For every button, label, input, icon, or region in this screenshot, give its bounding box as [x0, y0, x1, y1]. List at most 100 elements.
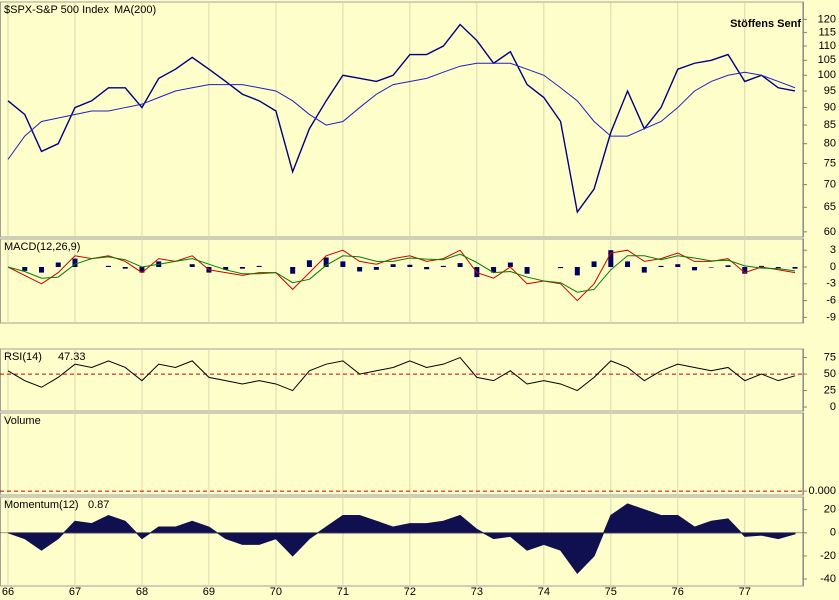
y-tick-label: 60 [824, 226, 836, 238]
panel [0, 238, 804, 324]
rsi-line [7, 356, 796, 392]
y-tick-label: 75 [824, 351, 836, 363]
y-tick-label: 0 [830, 527, 836, 539]
x-tick-label: 72 [404, 586, 416, 598]
histogram-bar [775, 267, 781, 269]
y-tick-label: 3 [830, 244, 836, 256]
histogram-bar [357, 267, 363, 272]
histogram-bar [641, 267, 647, 273]
momentum-area [7, 503, 796, 575]
histogram-bar [591, 261, 597, 267]
y-tick-label: 110 [818, 40, 836, 52]
histogram-bar [139, 267, 145, 273]
y-tick-label: 0 [830, 401, 836, 413]
histogram-bar [373, 267, 379, 270]
y-tick-label: -9 [826, 311, 836, 323]
panel [0, 348, 804, 412]
y-tick-label: 85 [824, 119, 836, 131]
histogram-bar [424, 267, 430, 270]
x-tick-label: 66 [2, 586, 14, 598]
y-tick-label: -20 [820, 550, 836, 562]
x-tick-label: 68 [136, 586, 148, 598]
histogram-bar [558, 267, 564, 269]
histogram-bar [725, 265, 731, 267]
x-tick-label: 74 [538, 586, 550, 598]
y-tick-label: 65 [824, 201, 836, 213]
panel-title: Volume [4, 415, 41, 427]
x-tick-label: 67 [69, 586, 81, 598]
legend-entry: MA(200) [114, 4, 156, 16]
macd-line [7, 249, 796, 302]
watermark: Stöffens Senf [730, 18, 801, 30]
y-tick-label: 50 [824, 368, 836, 380]
histogram-bar [675, 264, 681, 267]
panel [0, 412, 804, 496]
histogram-bar [507, 262, 513, 267]
histogram-bar [440, 265, 446, 267]
legend-entry: $SPX-S&P 500 Index [4, 4, 109, 16]
histogram-bar [239, 267, 245, 269]
histogram-bar [105, 265, 111, 267]
histogram-bar [742, 267, 748, 274]
y-tick-label: 90 [824, 101, 836, 113]
y-tick-label: 20 [824, 504, 836, 516]
x-tick-label: 70 [270, 586, 282, 598]
y-tick-label: 120 [818, 13, 836, 25]
histogram-bar [38, 267, 44, 273]
histogram-bar [72, 258, 78, 267]
histogram-bar [256, 265, 262, 267]
histogram-bar [22, 267, 28, 271]
moving-average [7, 62, 796, 160]
last-value: 0.87 [88, 499, 109, 511]
x-tick-label: 75 [605, 586, 617, 598]
histogram-bar [658, 265, 664, 267]
histogram-bar [792, 267, 798, 269]
y-tick-label: 80 [824, 138, 836, 150]
y-tick-label: 115 [818, 26, 836, 38]
histogram-bar [708, 267, 714, 268]
y-tick-label: -3 [826, 278, 836, 290]
y-tick-label: 25 [824, 384, 836, 396]
histogram-bar [574, 267, 580, 276]
histogram-bar [340, 261, 346, 267]
y-tick-label: -40 [820, 573, 836, 585]
histogram-bar [122, 267, 128, 269]
y-tick-label: 100 [818, 69, 836, 81]
x-tick-label: 69 [203, 586, 215, 598]
histogram-bar [390, 264, 396, 267]
x-tick-label: 76 [672, 586, 684, 598]
histogram-bar [55, 262, 61, 267]
x-tick-label: 77 [739, 586, 751, 598]
panel-title: RSI(14) [4, 351, 42, 363]
y-tick-label: -6 [826, 295, 836, 307]
histogram-bar [290, 267, 296, 274]
x-tick-label: 73 [471, 586, 483, 598]
histogram-bar [608, 250, 614, 267]
y-tick-label: 105 [818, 54, 836, 66]
y-tick-label: 0 [830, 261, 836, 273]
x-tick-label: 71 [337, 586, 349, 598]
histogram-bar [625, 261, 631, 267]
histogram-bar [759, 265, 765, 267]
histogram-bar [306, 260, 312, 267]
macd-line [7, 253, 796, 293]
histogram-bar [457, 263, 463, 267]
histogram-bar [491, 267, 497, 273]
y-tick-label: 95 [824, 85, 836, 97]
histogram-bar [524, 267, 530, 274]
histogram-bar [407, 264, 413, 267]
panel [0, 1, 804, 238]
y-tick-label: 75 [824, 157, 836, 169]
y-tick-label: 70 [824, 179, 836, 191]
y-tick-label: 0.000 [808, 485, 836, 497]
histogram-bar [223, 267, 229, 270]
panel-title: Momentum(12) [4, 499, 79, 511]
histogram-bar [323, 257, 329, 267]
panel [0, 496, 804, 587]
last-value: 47.33 [58, 351, 86, 363]
panel-title: MACD(12,26,9) [4, 241, 80, 253]
histogram-bar [692, 267, 698, 271]
histogram-bar [189, 264, 195, 267]
